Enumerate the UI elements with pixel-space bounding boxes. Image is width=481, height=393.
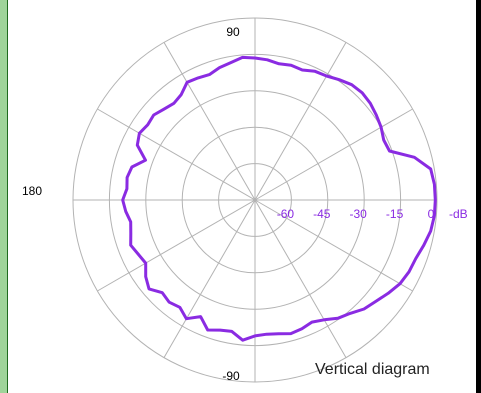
grid-spoke [254, 199, 347, 358]
series-line [121, 55, 437, 342]
polar-grid [72, 17, 438, 383]
radial-unit-label: -dB [449, 207, 468, 221]
label-layer: -60 -45 -30 -15 0 -dB 90 180 -90 [22, 25, 468, 383]
radial-tick-label: -30 [350, 207, 368, 221]
angle-label: 180 [22, 184, 42, 198]
grid-spoke [163, 42, 256, 201]
radial-tick-label: 0 [428, 207, 435, 221]
radial-tick-label: -45 [313, 207, 331, 221]
grid-spoke [163, 199, 256, 358]
angle-label: -90 [222, 369, 240, 383]
radial-tick-label: -60 [277, 207, 295, 221]
grid-spoke [97, 108, 256, 201]
angle-label: 90 [226, 25, 240, 39]
chart-title: Vertical diagram [315, 361, 430, 378]
grid-spoke [254, 199, 413, 292]
grid-spoke [97, 199, 256, 292]
radial-tick-label: -15 [386, 207, 404, 221]
window-left-border [0, 0, 8, 393]
grid-spoke [254, 42, 347, 201]
series-layer [121, 55, 437, 342]
window-right-edge [476, 0, 481, 393]
grid-spoke [254, 108, 413, 201]
